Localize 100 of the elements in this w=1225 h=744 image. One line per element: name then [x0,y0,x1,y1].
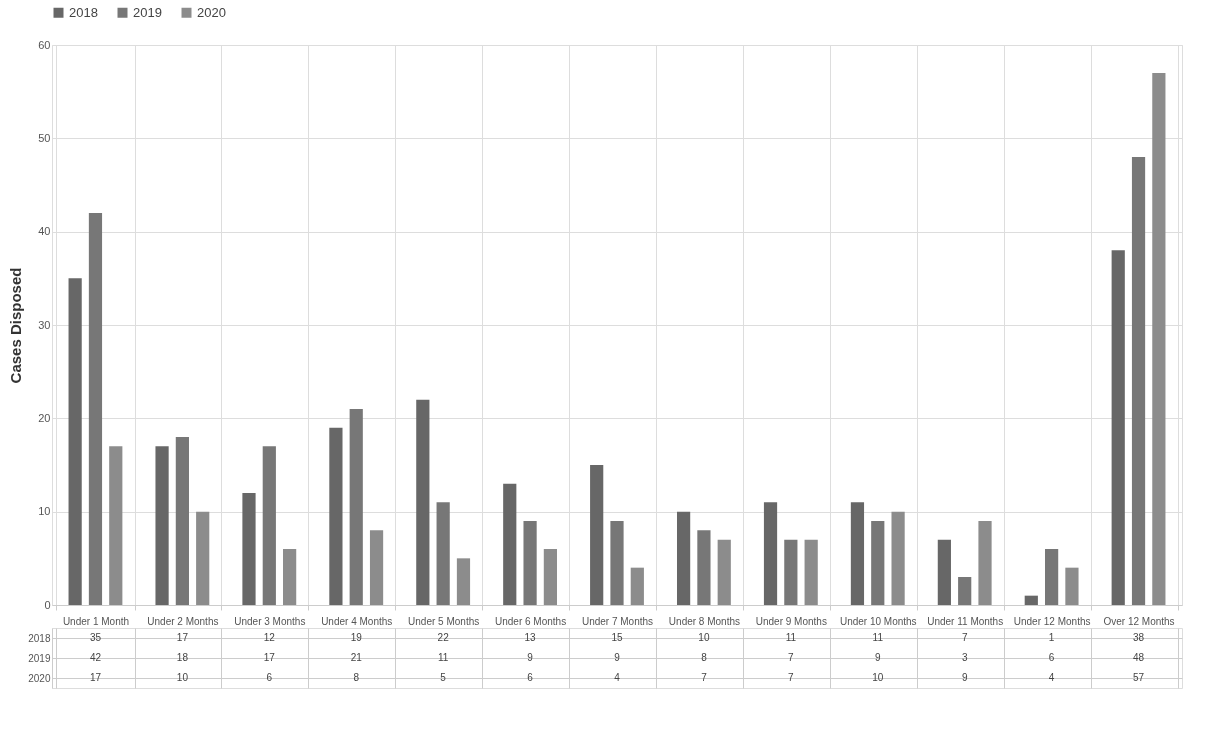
x-tick-label: Under 3 Months [234,615,306,627]
data-label: 19 [350,632,363,643]
bar [784,539,798,605]
bar [416,399,430,605]
data-label: 9 [874,652,881,663]
legend-label: 2018 [69,4,98,20]
data-label: 6 [527,672,534,683]
bar [543,549,557,605]
data-label: 4 [614,672,621,683]
x-tick-label: Under 12 Months [1013,615,1091,627]
data-label: 6 [266,672,273,683]
data-label: 11 [872,632,884,643]
bar [283,549,297,605]
text: 2018 [28,632,51,644]
x-tick-label: Over 12 Months [1103,615,1175,627]
bar [677,511,691,605]
data-label: 1 [1048,632,1055,643]
data-label: 9 [961,672,968,683]
data-label: 17 [263,652,276,663]
bar [109,446,123,605]
bar [590,465,604,605]
x-tick-label: Under 5 Months [408,615,480,627]
data-label: 57 [1132,672,1145,683]
bar [329,427,343,605]
bar [1131,157,1146,605]
x-tick-label: Under 9 Months [755,615,827,627]
y-tick-label: 30 [38,318,51,331]
data-label: 42 [89,652,102,663]
bar [68,278,82,605]
legend-label: 2019 [133,4,162,20]
data-label: 8 [701,652,708,663]
x-tick-label: Under 7 Months [581,615,654,627]
data-label: 9 [614,652,621,663]
data-label: 13 [524,632,537,643]
x-tick-label: Under 6 Months [495,615,567,627]
data-label: 7 [961,632,968,643]
data-label: 15 [611,632,623,643]
text: 2020 [28,672,51,684]
bar [937,539,951,605]
data-label: 7 [701,672,708,683]
bar [1152,73,1166,605]
bar [763,502,778,605]
bar [978,521,992,605]
data-label: 10 [698,632,710,643]
data-label: 21 [350,652,363,663]
bar [697,530,711,605]
data-label: 4 [1048,672,1055,683]
y-tick-label: 50 [38,131,51,144]
data-label: 10 [872,672,884,683]
data-label: 11 [785,632,797,643]
data-label: 12 [263,632,276,643]
y-tick-label: 40 [38,225,51,238]
data-label: 8 [353,672,360,683]
bar [242,493,256,605]
bar [196,511,210,605]
bar [155,446,169,605]
x-tick-label: Under 2 Months [147,615,219,627]
bar [369,530,384,605]
bar [630,567,644,605]
data-label: 7 [788,672,795,683]
data-label: 9 [527,652,534,663]
x-tick-label: Under 4 Months [321,615,393,627]
bar [503,483,517,605]
bar [1045,549,1059,605]
bar [871,521,885,605]
bar [1065,567,1079,605]
y-tick-label: 20 [38,411,51,424]
text: 2019 [28,652,51,664]
bar [262,446,276,605]
x-tick-label: Under 11 Months [927,615,1004,627]
data-label: 3 [961,652,968,663]
data-label: 5 [440,672,447,683]
data-label: 7 [788,652,795,663]
data-label: 22 [437,632,450,643]
y-tick-label: 0 [44,598,51,611]
bar [349,409,363,605]
data-label: 11 [437,652,449,663]
data-label: 6 [1048,652,1055,663]
data-label: 17 [176,632,189,643]
bar [958,577,972,605]
x-tick-label: Under 8 Months [668,615,740,627]
bar [523,521,537,605]
data-label: 10 [176,672,189,683]
bar [1024,595,1038,605]
bar [804,539,818,605]
x-tick-label: Under 10 Months [839,615,917,627]
bar [610,521,624,605]
bar [456,558,471,605]
data-label: 48 [1132,652,1145,663]
bar [717,539,731,605]
data-label: 35 [89,632,102,643]
bar [88,213,103,605]
bar [850,502,865,605]
y-axis-title: Cases Disposed [7,267,25,384]
bar [175,437,189,605]
data-label: 17 [89,672,102,683]
y-tick-label: 60 [38,38,51,51]
bar [1111,250,1125,605]
x-tick-label: Under 1 Month [62,615,130,627]
data-label: 38 [1132,632,1145,643]
